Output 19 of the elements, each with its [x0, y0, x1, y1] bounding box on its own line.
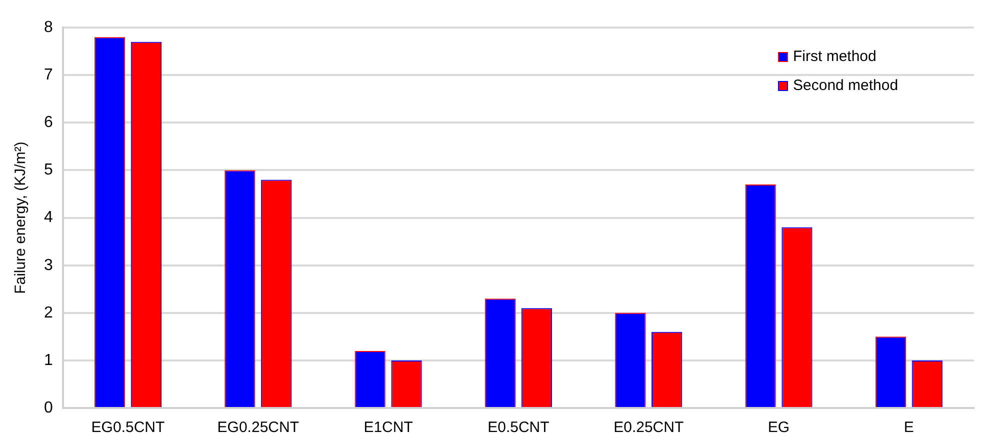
x-tick-label: E0.5CNT [488, 419, 550, 436]
y-tick-label: 5 [44, 162, 53, 179]
y-tick-label: 7 [44, 66, 53, 84]
y-tick-label: 2 [44, 304, 53, 322]
y-axis-title: Failure energy, (KJ/m²) [12, 142, 30, 294]
legend-label: First method [793, 48, 876, 65]
y-tick-label: 6 [44, 114, 53, 132]
x-tick-label: EG0.25CNT [217, 419, 299, 436]
x-tick-label: E0.25CNT [614, 419, 684, 436]
x-tick-label: EG [768, 419, 790, 436]
x-tick-label: E [904, 419, 914, 436]
legend-label: Second method [793, 77, 898, 94]
x-tick-label: E1CNT [364, 419, 413, 436]
y-tick-label: 3 [44, 256, 53, 274]
y-tick-label: 8 [44, 19, 53, 36]
y-tick-label: 0 [44, 399, 53, 416]
x-tick-label: EG0.5CNT [91, 419, 165, 436]
y-tick-label: 4 [44, 209, 53, 226]
y-tick-label: 1 [44, 352, 53, 369]
